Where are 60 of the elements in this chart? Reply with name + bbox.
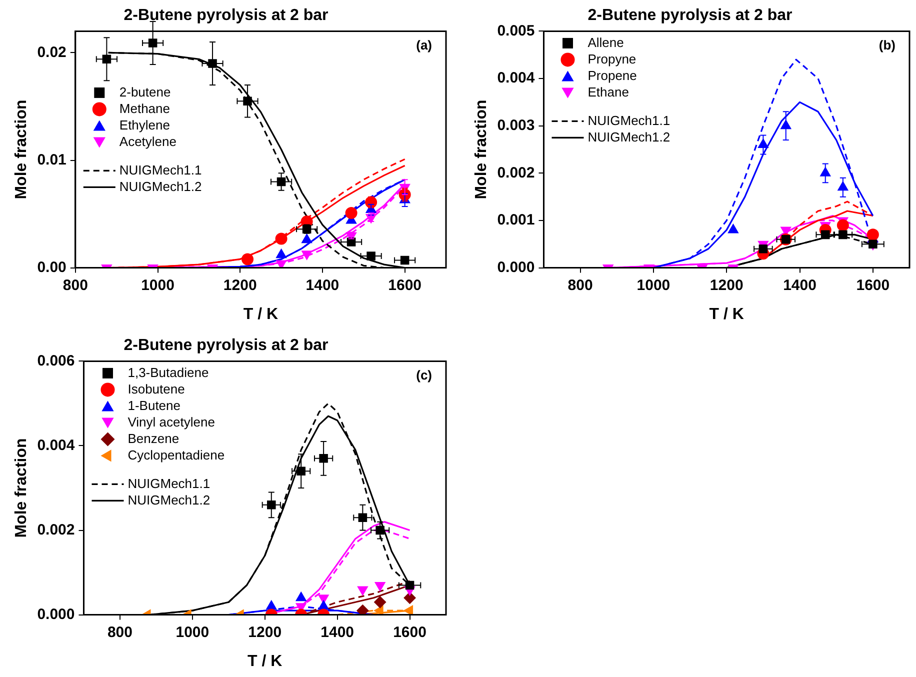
x-tick-label: 1400 <box>306 276 340 294</box>
annotation: (a) <box>416 37 432 52</box>
legend-label: 1-Butene <box>128 398 180 413</box>
y-tick-label: 0.00 <box>37 258 66 276</box>
x-tick-label: 1600 <box>856 276 890 294</box>
x-tick-label: 1200 <box>223 276 257 294</box>
legend-label: Acetylene <box>119 134 176 149</box>
y-tick-label: 0.02 <box>37 44 66 61</box>
x-tick-label: 800 <box>107 624 132 641</box>
legend-label: Ethylene <box>119 117 170 132</box>
legend-label: NUIGMech1.1 <box>128 476 210 491</box>
legend-label: Methane <box>119 100 170 116</box>
legend-label: Isobutene <box>128 381 185 396</box>
x-tick-label: 1200 <box>248 624 282 641</box>
legend-label: NUIGMech1.1 <box>588 112 670 128</box>
x-tick-label: 800 <box>62 276 88 294</box>
chart-title: 2-Butene pyrolysis at 2 bar <box>124 337 328 354</box>
legend-label: Ethane <box>588 84 629 100</box>
y-tick-label: 0.001 <box>497 212 535 229</box>
legend-label: 2-butene <box>119 84 171 100</box>
y-tick-label: 0.000 <box>497 258 535 276</box>
x-tick-label: 1600 <box>393 624 426 641</box>
chart-title: 2-Butene pyrolysis at 2 bar <box>124 7 328 24</box>
y-tick-label: 0.004 <box>37 436 76 454</box>
x-tick-label: 800 <box>568 276 593 294</box>
x-tick-label: 1000 <box>636 276 670 294</box>
legend-label: Benzene <box>128 430 180 446</box>
y-tick-label: 0.005 <box>497 22 535 40</box>
legend-label: Propyne <box>588 51 636 66</box>
legend-label: 1,3-Butadiene <box>128 364 209 380</box>
legend-label: NUIGMech1.1 <box>119 162 202 178</box>
legend-label: NUIGMech1.2 <box>588 129 670 144</box>
y-tick-label: 0.000 <box>37 606 75 623</box>
legend-label: NUIGMech1.2 <box>119 178 202 194</box>
y-tick-label: 0.002 <box>497 164 535 182</box>
legend-label: Vinyl acetylene <box>128 414 215 430</box>
x-tick-label: 1400 <box>783 276 816 294</box>
y-tick-label: 0.006 <box>37 352 75 370</box>
x-tick-label: 1000 <box>141 276 174 294</box>
x-axis-title: T / K <box>243 306 278 323</box>
x-tick-label: 1000 <box>176 624 210 641</box>
y-tick-label: 0.01 <box>37 151 66 168</box>
x-axis-title: T / K <box>709 306 744 323</box>
legend-label: Allene <box>588 34 624 50</box>
legend-label: Cyclopentadiene <box>128 447 225 462</box>
x-axis-title: T / K <box>248 652 283 670</box>
annotation: (b) <box>878 37 896 52</box>
y-tick-label: 0.004 <box>497 70 536 87</box>
annotation: (c) <box>416 367 432 382</box>
y-axis-title: Mole fraction <box>13 438 30 538</box>
y-tick-label: 0.003 <box>497 116 535 134</box>
y-axis-title: Mole fraction <box>473 100 490 200</box>
x-tick-label: 1600 <box>388 276 422 294</box>
x-tick-label: 1400 <box>320 624 354 641</box>
legend-label: NUIGMech1.2 <box>128 492 210 508</box>
x-tick-label: 1200 <box>710 276 744 294</box>
y-axis-title: Mole fraction <box>13 100 30 200</box>
chart-title: 2-Butene pyrolysis at 2 bar <box>588 7 792 24</box>
y-tick-label: 0.002 <box>37 521 75 538</box>
legend-label: Propene <box>588 68 637 83</box>
